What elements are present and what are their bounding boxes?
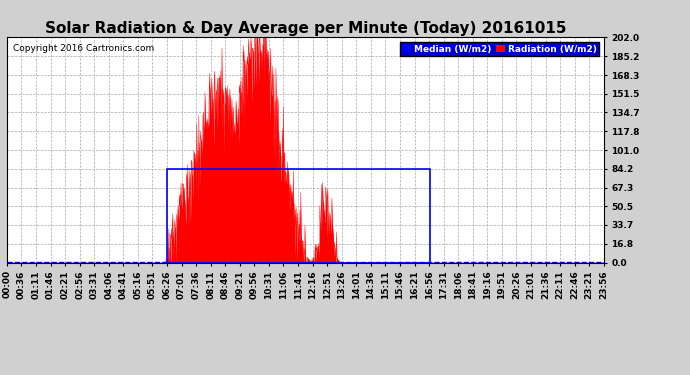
Bar (167, 169, 430, 262)
Title: Solar Radiation & Day Average per Minute (Today) 20161015: Solar Radiation & Day Average per Minute… (45, 21, 566, 36)
Legend: Median (W/m2), Radiation (W/m2): Median (W/m2), Radiation (W/m2) (400, 42, 599, 56)
Text: Copyright 2016 Cartronics.com: Copyright 2016 Cartronics.com (13, 44, 154, 53)
